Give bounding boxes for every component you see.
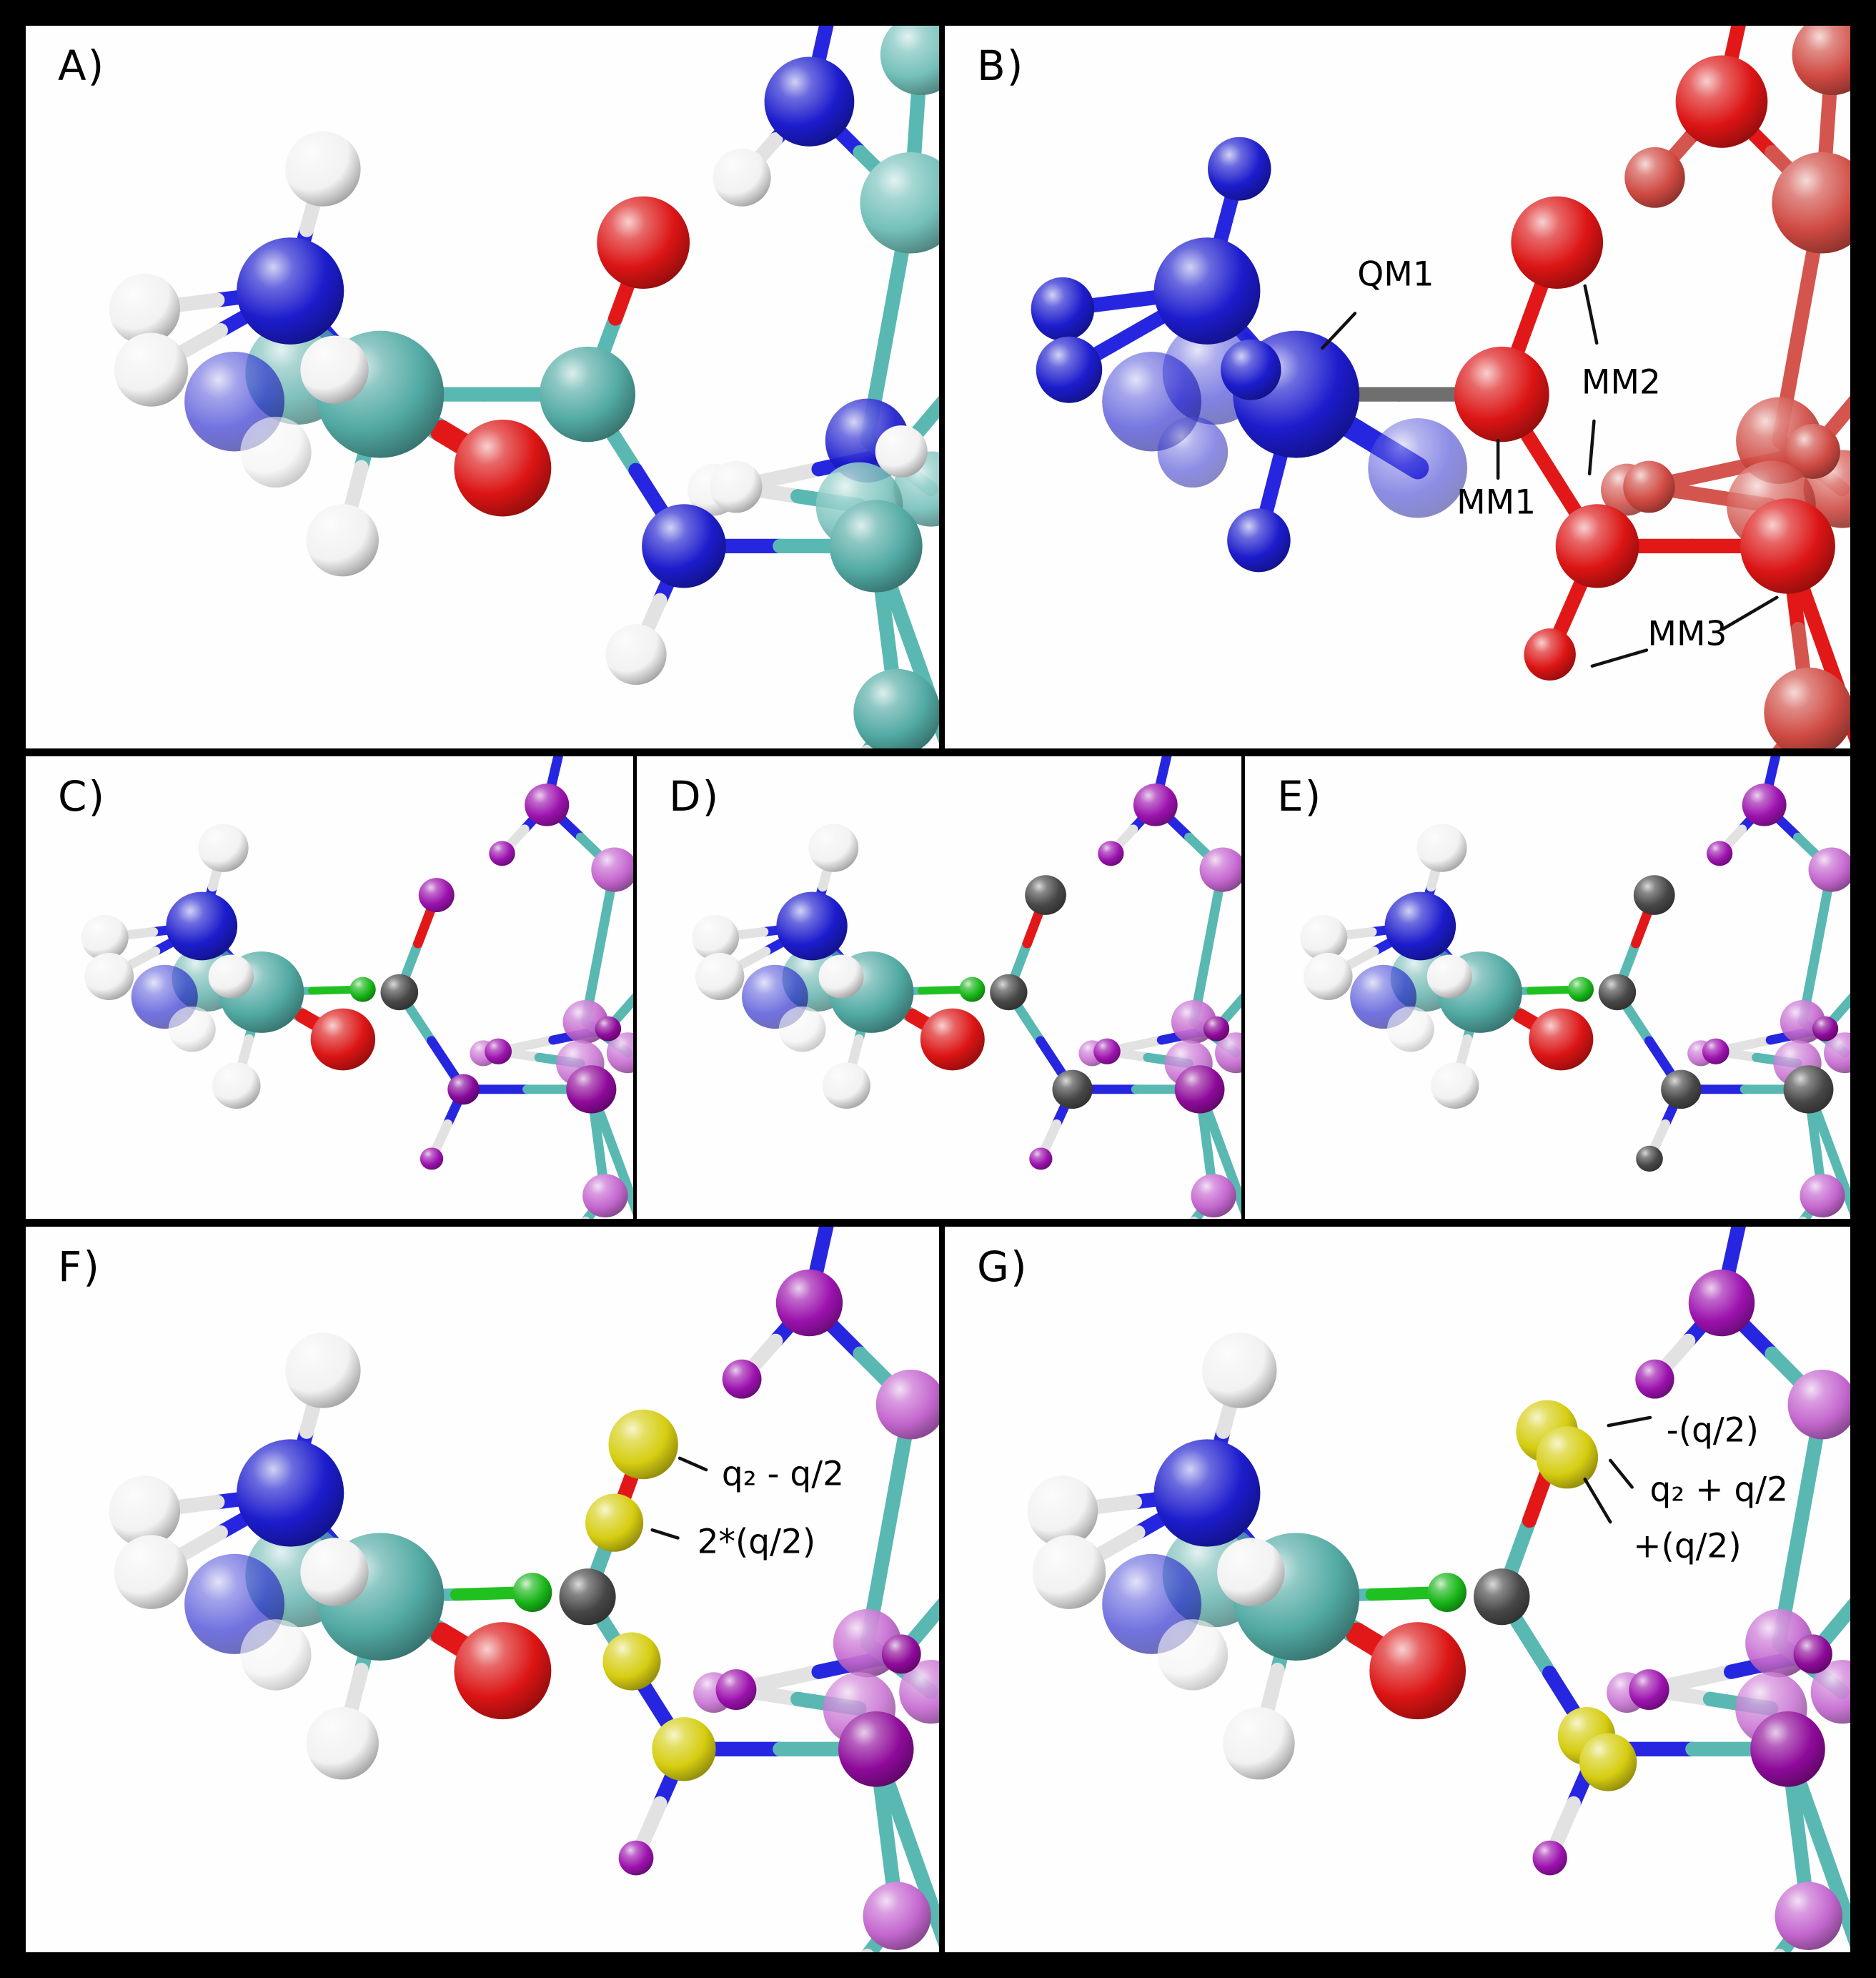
panel-label: E) (1277, 772, 1323, 821)
panel-label: C) (58, 772, 106, 821)
molecule-render (692, 756, 1241, 1219)
panel-g: G) -(q/2) q₂ + q/2 +(q/2) (945, 1227, 1850, 1952)
panel-f: F) q₂ - q/2 2*(q/2) (26, 1227, 939, 1952)
panel-e: E) (1245, 756, 1850, 1219)
molecule-render (81, 756, 633, 1219)
annotation-label: MM2 (1581, 362, 1661, 402)
panel-a: A) (26, 26, 939, 748)
annotation-label: q₂ + q/2 (1649, 1470, 1789, 1510)
molecule-render (109, 1227, 939, 1952)
panel-label: G) (977, 1242, 1028, 1291)
panel-label: D) (669, 772, 720, 821)
panel-label: B) (977, 41, 1025, 90)
panel-label: F) (58, 1242, 101, 1291)
annotation-label: 2*(q/2) (697, 1522, 816, 1561)
panel-b: B) QM1 MM1 MM2 MM3 (945, 26, 1850, 748)
molecule-render (1300, 756, 1850, 1219)
annotation-label: MM3 (1647, 614, 1727, 654)
annotation-label: +(q/2) (1633, 1526, 1742, 1566)
annotation-label: -(q/2) (1666, 1410, 1760, 1450)
panel-c: C) (26, 756, 633, 1219)
annotation-label: q₂ - q/2 (721, 1454, 844, 1494)
panel-d: D) (637, 756, 1241, 1219)
panel-label: A) (58, 41, 106, 90)
molecule-render (1031, 26, 1850, 748)
annotation-label: MM1 (1456, 483, 1537, 523)
molecule-render (1027, 1227, 1850, 1952)
molecule-render (109, 26, 939, 748)
annotation-label: QM1 (1357, 254, 1434, 295)
